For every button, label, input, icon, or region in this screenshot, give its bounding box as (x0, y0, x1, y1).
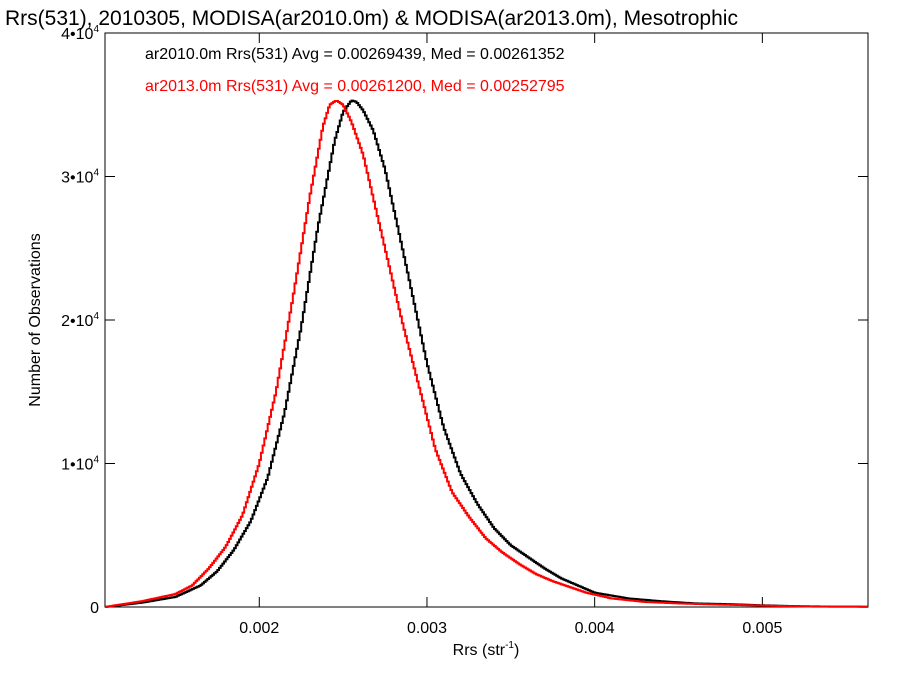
y-tick-mantissa: 3•10 (61, 170, 93, 187)
x-axis-label: Rrs (str-1) (453, 640, 520, 659)
legend-entry-ar2010: ar2010.0m Rrs(531) Avg = 0.00269439, Med… (145, 46, 565, 63)
chart-title: Rrs(531), 2010305, MODISA(ar2010.0m) & M… (5, 7, 738, 30)
y-tick-mantissa: 2•10 (61, 313, 93, 330)
plot-frame (104, 32, 869, 608)
y-tick-exponent: 4 (93, 455, 99, 466)
y-tick-mantissa: 4•10 (61, 26, 93, 43)
y-tick-exponent: 4 (93, 24, 99, 35)
y-tick-exponent: 4 (93, 168, 99, 179)
y-tick-exponent: 4 (93, 311, 99, 322)
y-tick-mantissa: 1•10 (61, 457, 93, 474)
y-tick-label: 2•104 (61, 311, 99, 330)
x-tick-label: 0.005 (742, 620, 782, 637)
y-tick-label: 1•104 (61, 455, 99, 474)
y-tick-label: 4•104 (61, 24, 99, 43)
legend-entry-ar2013: ar2013.0m Rrs(531) Avg = 0.00261200, Med… (145, 78, 565, 95)
x-axis-label-base: Rrs (str (453, 642, 506, 659)
x-tick-label: 0.002 (239, 620, 279, 637)
x-axis-ticks: 0.002 0.003 0.004 0.005 (239, 33, 782, 637)
y-axis-label: Number of Observations (27, 233, 44, 406)
y-tick-label: 0 (90, 600, 99, 617)
x-tick-label: 0.004 (575, 620, 615, 637)
series-step-line-1 (105, 99, 868, 608)
x-axis-label-close: ) (514, 642, 519, 659)
x-tick-label: 0.003 (407, 620, 447, 637)
x-axis-label-exponent: -1 (505, 640, 514, 651)
series-layer (105, 99, 868, 608)
series-step-line-0 (105, 99, 868, 608)
y-tick-mantissa: 0 (90, 600, 99, 617)
y-tick-label: 3•104 (61, 168, 99, 187)
